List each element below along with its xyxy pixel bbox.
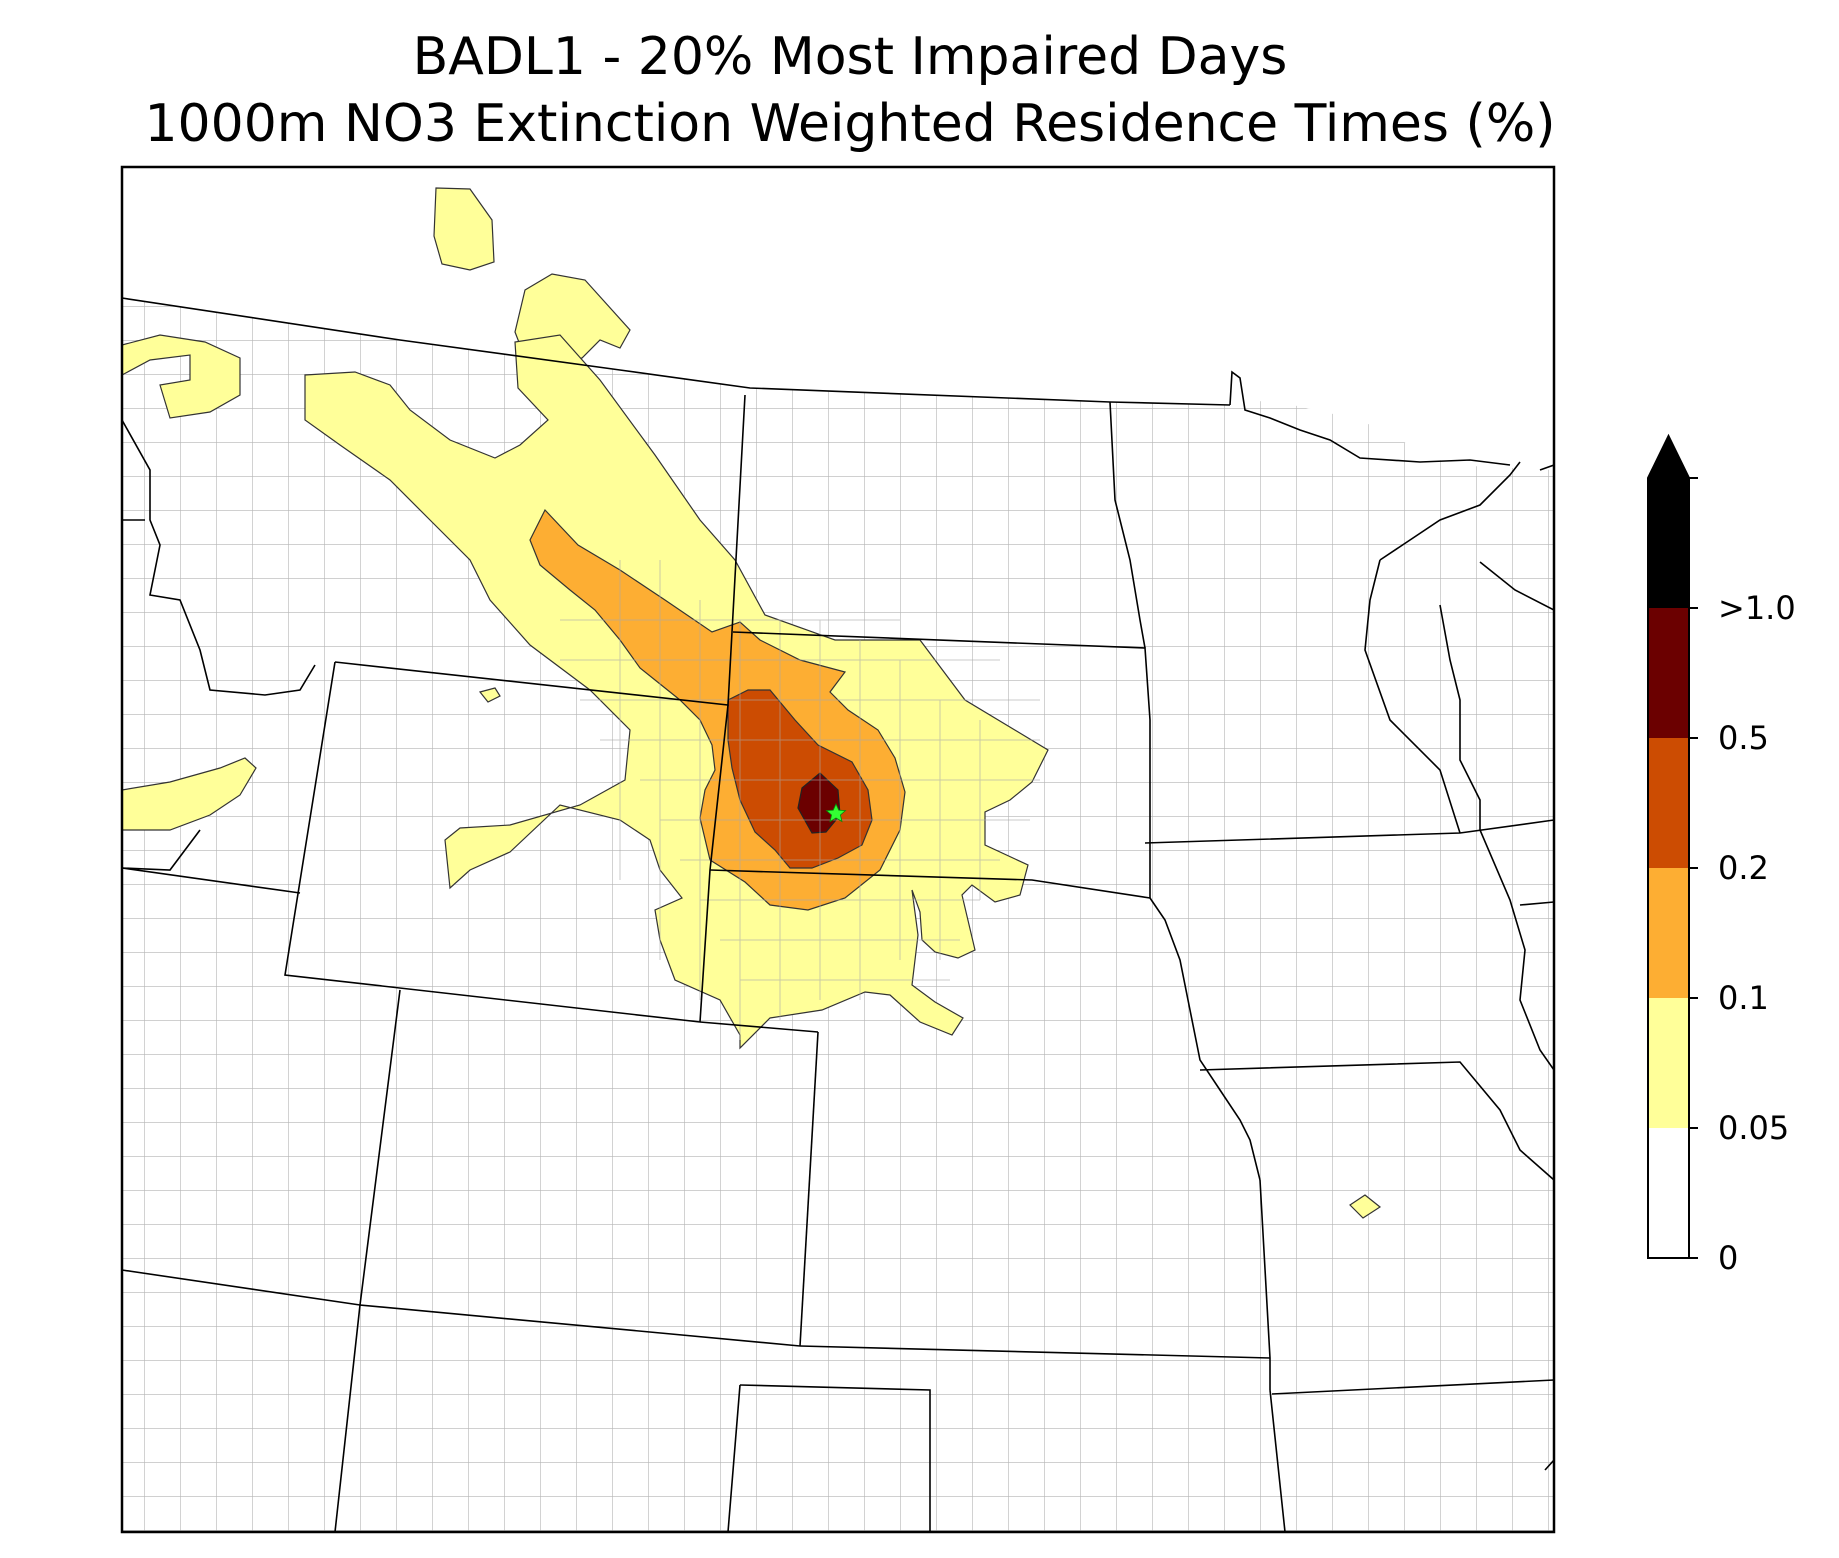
contour-0.2 (727, 689, 873, 869)
site-marker-star-icon (825, 803, 847, 823)
colorbar-segment-0.1 (1648, 868, 1689, 998)
colorbar-label-0.1: 0.1 (1718, 979, 1769, 1017)
contour-0.5 (797, 772, 841, 834)
state-boundaries (122, 297, 1554, 1532)
colorbar-segment-over (1648, 478, 1689, 608)
colorbar-segment-0 (1648, 1128, 1689, 1258)
colorbar-extend-arrow-icon (1648, 436, 1689, 478)
colorbar-segment-0.2 (1648, 738, 1689, 868)
map-frame (120, 165, 1556, 1534)
county-lines-overlay (560, 560, 1040, 1040)
colorbar (1647, 433, 1698, 1259)
colorbar-label-0.5: 0.5 (1718, 719, 1769, 757)
map-title-line2: 1000m NO3 Extinction Weighted Residence … (144, 94, 1556, 154)
colorbar-label-0.05: 0.05 (1718, 1109, 1790, 1147)
colorbar-segment-0.5 (1648, 608, 1689, 738)
colorbar-label-over: >1.0 (1718, 589, 1796, 627)
colorbar-label-0.2: 0.2 (1718, 849, 1769, 887)
colorbar-segment-0.05 (1648, 998, 1689, 1128)
map-title-line1: BADL1 - 20% Most Impaired Days (412, 27, 1288, 87)
colorbar-label-0: 0 (1718, 1239, 1739, 1277)
